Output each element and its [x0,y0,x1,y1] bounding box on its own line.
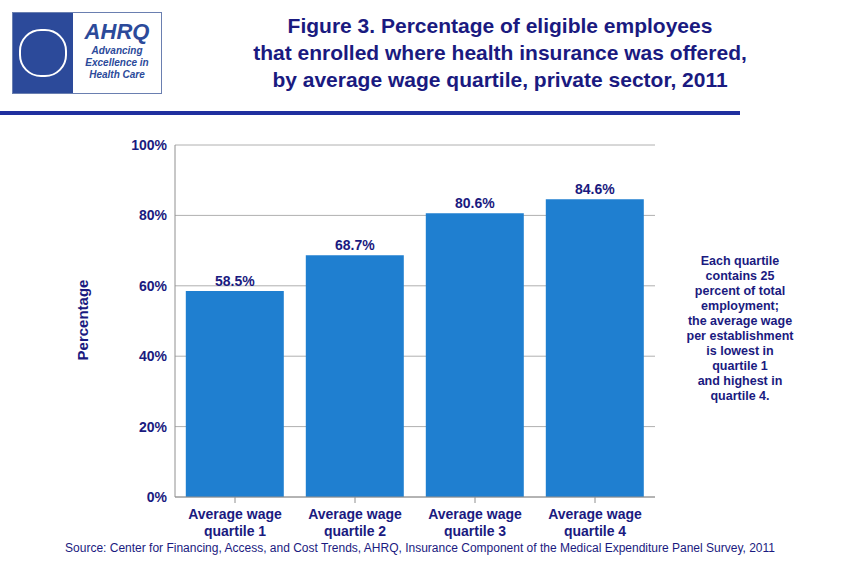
svg-text:60%: 60% [139,278,168,294]
html-text:employment;: employment; [701,299,779,313]
html-text:quartile 4.: quartile 4. [710,389,770,403]
html-text:Figure 3. Percentage of eligib: Figure 3. Percentage of eligible employe… [287,14,713,37]
html-text:and highest in: and highest in [697,374,783,388]
svg-text:100%: 100% [131,137,167,153]
svg-text:Average wage: Average wage [308,506,402,522]
html-text:Health Care: Health Care [89,69,145,80]
html-text:by average wage quartile, priv: by average wage quartile, private sector… [272,68,728,91]
svg-text:68.7%: 68.7% [335,237,375,253]
svg-text:quartile 3: quartile 3 [444,523,506,539]
svg-text:58.5%: 58.5% [215,273,255,289]
html-text:Advancing: Advancing [91,45,143,56]
svg-text:20%: 20% [139,419,168,435]
svg-text:quartile 2: quartile 2 [324,523,386,539]
svg-text:84.6%: 84.6% [575,181,615,197]
html-text:that enrolled where health ins: that enrolled where health insurance was… [253,41,747,64]
html-text:is lowest in: is lowest in [706,344,774,358]
html-text:contains 25: contains 25 [705,269,775,283]
html-text:AHRQ: AHRQ [84,19,150,44]
svg-text:80%: 80% [139,207,168,223]
svg-text:40%: 40% [139,348,168,364]
svg-text:quartile 4: quartile 4 [564,523,626,539]
html-text:the average wage: the average wage [687,314,793,328]
svg-text:0%: 0% [147,489,168,505]
html-text:per establishment: per establishment [686,329,794,343]
svg-text:Average wage: Average wage [188,506,282,522]
svg-text:Average wage: Average wage [428,506,522,522]
html-text:Excellence in: Excellence in [85,57,149,68]
svg-text:quartile 1: quartile 1 [204,523,266,539]
html-text:Each quartile: Each quartile [700,254,780,268]
html-text:Percentage: Percentage [73,279,91,361]
html-text:percent of total: percent of total [694,284,786,298]
svg-text:80.6%: 80.6% [455,195,495,211]
html-text:quartile 1: quartile 1 [712,359,768,373]
html-text:Source: Center for Financing,: Source: Center for Financing, Access, an… [65,541,775,555]
svg-text:Average wage: Average wage [548,506,642,522]
